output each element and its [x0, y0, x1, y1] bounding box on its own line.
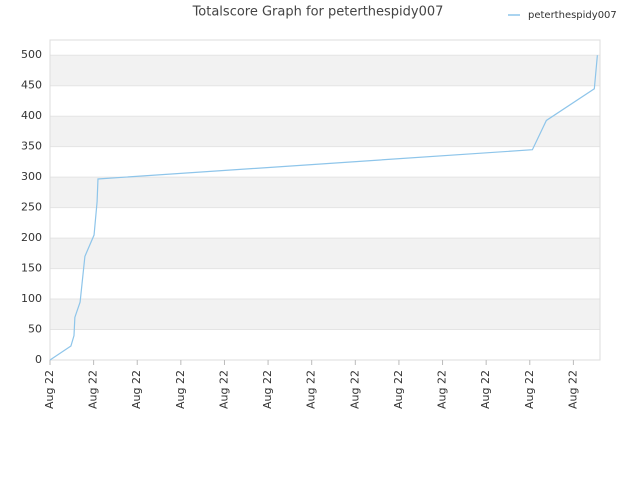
legend-label: peterthespidy007: [528, 10, 617, 21]
x-tick-label: Aug 22: [305, 370, 318, 409]
x-tick-label: Aug 22: [261, 370, 274, 409]
x-tick-label: Aug 22: [436, 370, 449, 409]
plot-border: [49, 39, 601, 361]
grid-band: [50, 55, 600, 86]
y-tick-label: 0: [35, 353, 42, 366]
y-tick-label: 100: [21, 292, 42, 305]
x-tick-label: Aug 22: [130, 370, 143, 409]
grid-band: [50, 299, 600, 330]
y-tick-label: 400: [21, 109, 42, 122]
chart-title: Totalscore Graph for peterthespidy007: [192, 5, 444, 20]
x-tick-label: Aug 22: [523, 370, 536, 409]
x-tick-label: Aug 22: [217, 370, 230, 409]
x-tick-label: Aug 22: [43, 370, 56, 409]
x-tick-label: Aug 22: [348, 370, 361, 409]
y-tick-label: 150: [21, 262, 42, 275]
grid-band: [50, 116, 600, 147]
y-tick-label: 50: [28, 323, 42, 336]
x-tick-label: Aug 22: [174, 370, 187, 409]
grid-band: [50, 177, 600, 208]
line: [49, 55, 598, 361]
x-tick-label: Aug 22: [566, 370, 579, 409]
grid-band: [50, 238, 600, 269]
y-tick-label: 450: [21, 79, 42, 92]
x-tick-label: Aug 22: [479, 370, 492, 409]
y-tick-label: 300: [21, 170, 42, 183]
x-tick-label: Aug 22: [87, 370, 100, 409]
x-tick-label: Aug 22: [392, 370, 405, 409]
y-tick-label: 500: [21, 48, 42, 61]
y-tick-label: 200: [21, 231, 42, 244]
y-tick-label: 350: [21, 140, 42, 153]
y-tick-label: 250: [21, 201, 42, 214]
